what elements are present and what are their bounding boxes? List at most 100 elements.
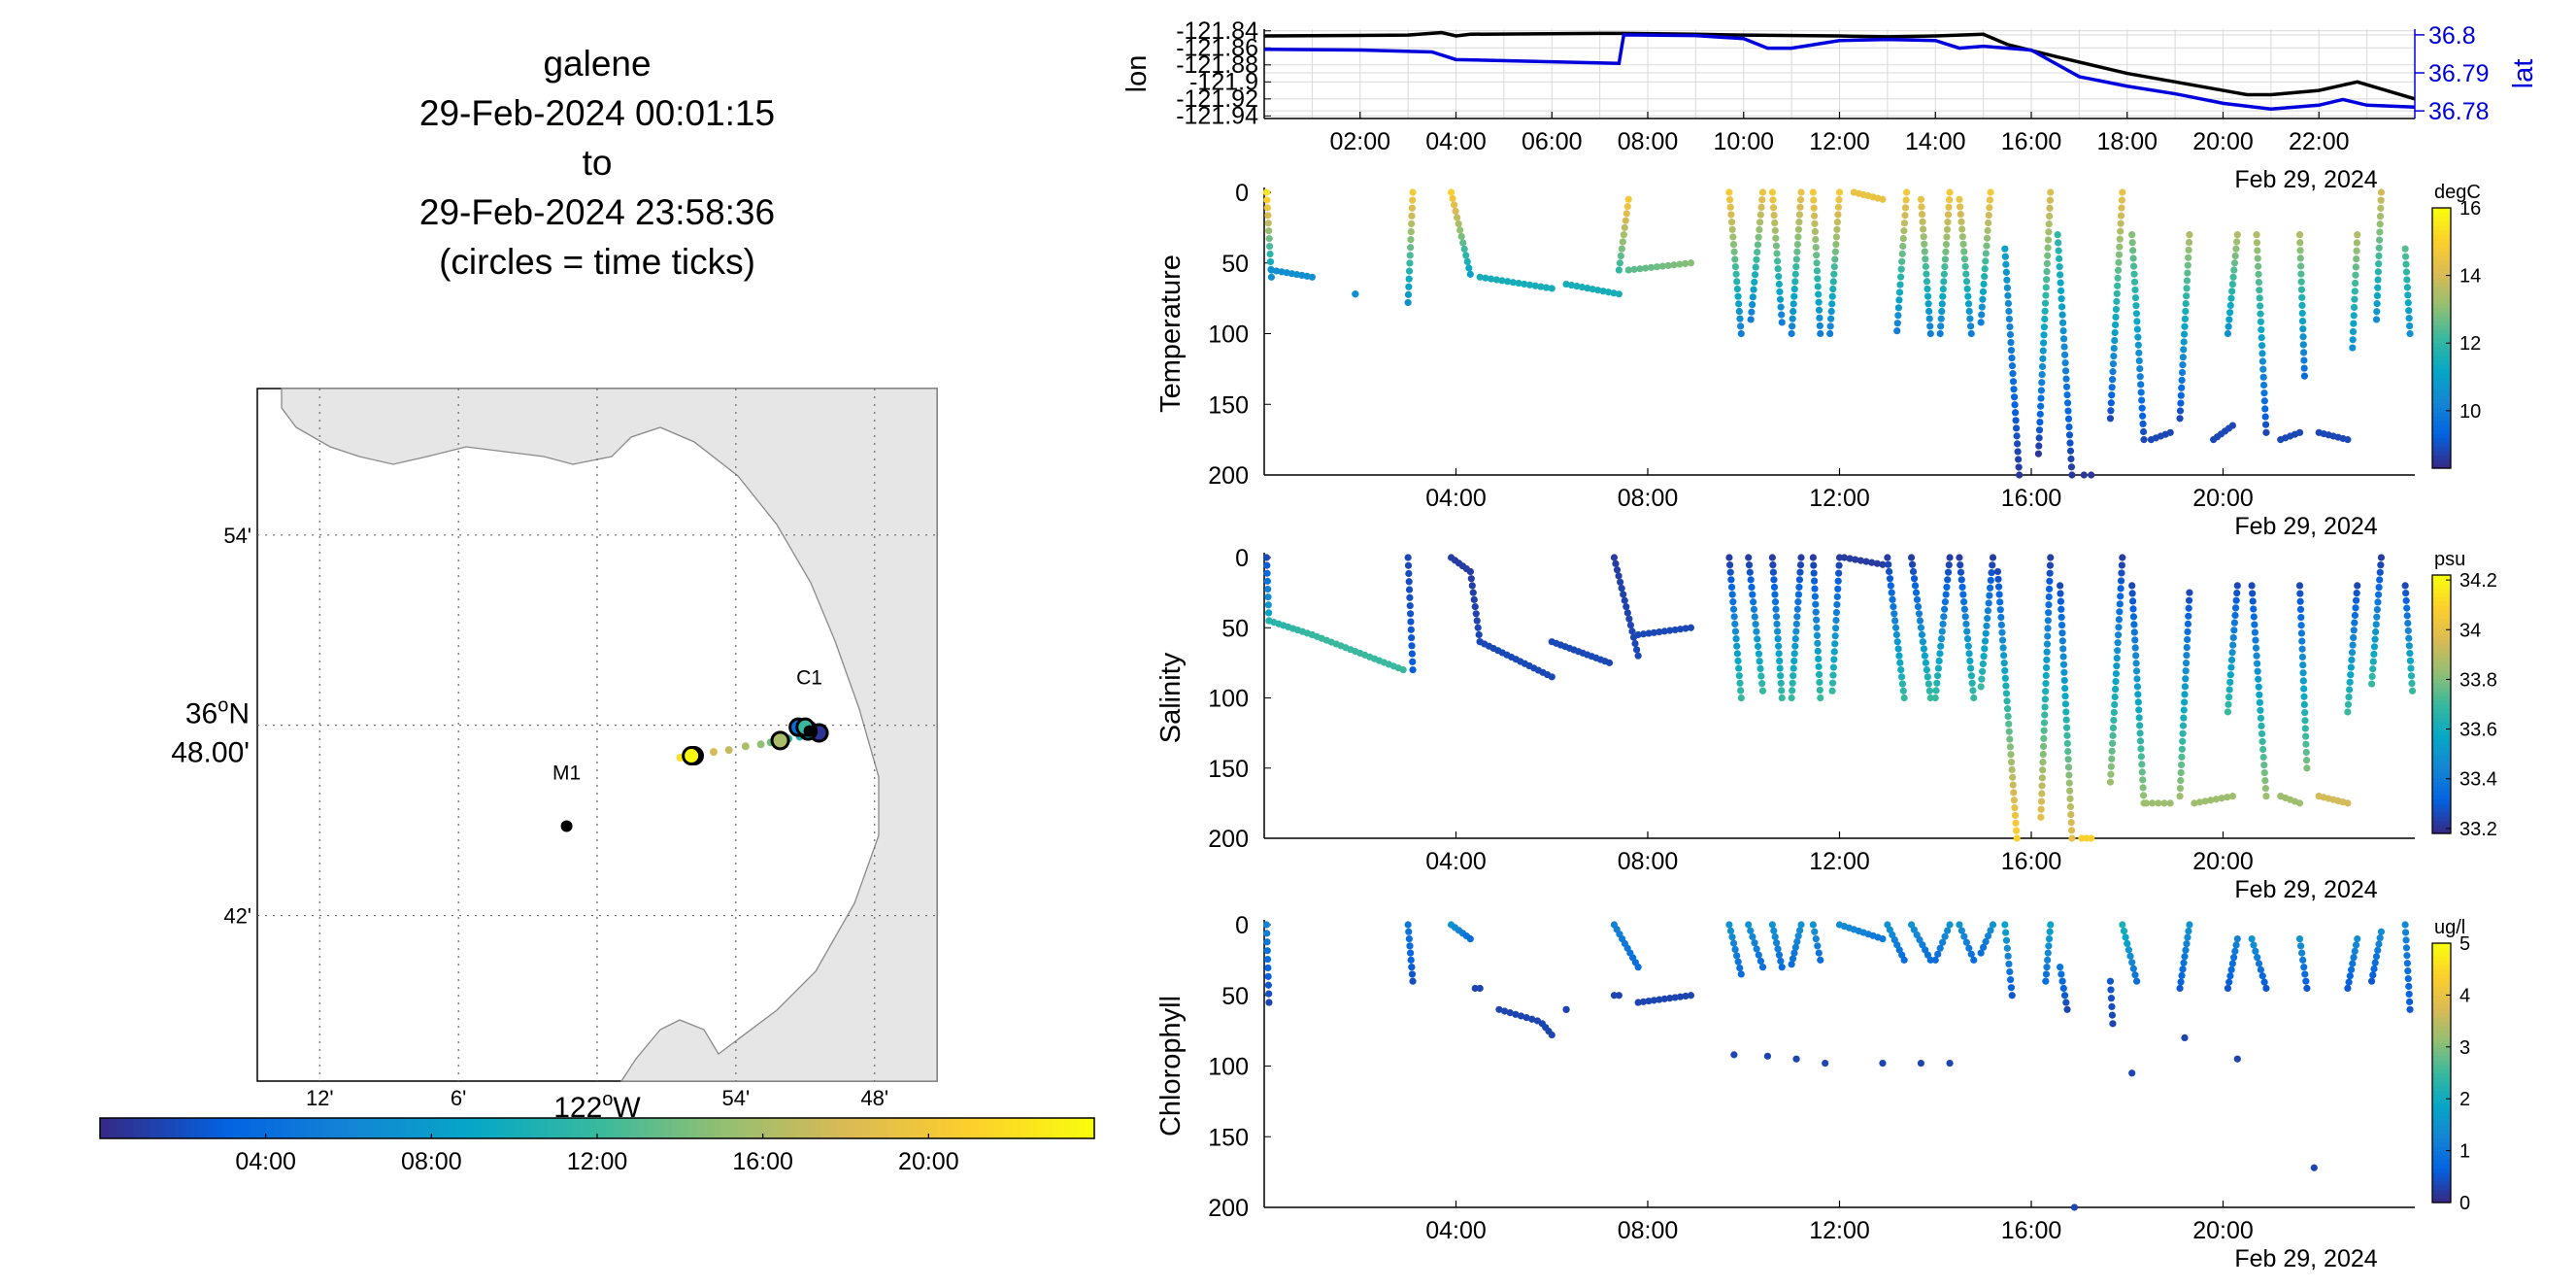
data-point [1814, 283, 1822, 290]
data-point [1789, 687, 1796, 695]
data-point [1940, 278, 1948, 286]
data-point [2232, 596, 2240, 604]
colorbar-segment [183, 1118, 192, 1138]
data-point [1404, 298, 1412, 307]
data-point [2402, 590, 2410, 597]
data-point [2108, 1011, 2117, 1019]
data-point [2373, 291, 2382, 299]
data-point [1985, 599, 1992, 607]
data-point [2112, 305, 2121, 314]
data-point [1885, 560, 1892, 568]
data-point [2372, 953, 2381, 961]
colorbar-segment [621, 1118, 631, 1138]
data-point [1777, 303, 1785, 311]
data-point [1456, 226, 1464, 234]
data-point [2111, 700, 2119, 709]
data-point [2041, 703, 2049, 711]
colorbar-segment [2432, 1111, 2451, 1117]
data-point [2128, 1069, 2136, 1077]
data-point [2178, 384, 2186, 391]
data-point [2376, 576, 2384, 584]
data-point [1963, 627, 1971, 635]
data-point [1745, 921, 1753, 929]
data-point [1775, 273, 1783, 281]
data-point [1986, 584, 1994, 592]
data-point [2065, 423, 2073, 431]
data-point [1813, 616, 1821, 624]
data-point [1810, 569, 1818, 577]
data-point [2258, 737, 2266, 746]
data-point [2007, 338, 2015, 347]
data-point [2233, 582, 2241, 590]
data-point [2042, 671, 2050, 680]
data-point [1623, 210, 1630, 218]
colorbar-segment [1053, 1118, 1062, 1138]
colorbar-segment [853, 1118, 863, 1138]
data-point [1584, 285, 1591, 292]
data-point [2296, 239, 2304, 247]
data-point [1812, 934, 1820, 943]
data-point [2005, 315, 2014, 323]
colorbar-segment [224, 1118, 234, 1138]
data-point [2181, 698, 2189, 706]
data-point [1263, 955, 1272, 964]
data-point [2350, 954, 2358, 962]
data-point [2181, 683, 2189, 691]
colorbar-segment [2432, 747, 2451, 753]
colorbar-segment [522, 1118, 532, 1138]
data-point [1265, 227, 1273, 235]
data-point [1263, 577, 1271, 585]
data-point [2035, 442, 2043, 450]
data-point [2372, 627, 2380, 636]
data-point [1266, 250, 1274, 258]
data-point [1771, 932, 1779, 941]
data-point [2107, 995, 2116, 1002]
colorbar-segment [771, 1118, 781, 1138]
data-point [2351, 947, 2359, 955]
data-point [1941, 932, 1949, 940]
data-point [1752, 621, 1759, 628]
data-point [2180, 706, 2188, 714]
data-point [2252, 947, 2259, 955]
data-point [2037, 394, 2045, 402]
data-point [1407, 956, 1415, 964]
colorbar-segment [2432, 459, 2451, 465]
data-point [2038, 790, 2046, 797]
colorbar-segment [174, 1118, 184, 1138]
data-point [2006, 322, 2014, 331]
colorbar-segment [2432, 699, 2451, 705]
data-point [1634, 630, 1642, 639]
data-point [1548, 673, 1556, 681]
data-point [2112, 313, 2120, 322]
data-point [1788, 329, 1795, 338]
data-point [1946, 921, 1954, 929]
colorbar-segment [141, 1118, 151, 1138]
data-point [2042, 977, 2050, 985]
data-point [2297, 629, 2306, 637]
colorbar-segment [2432, 372, 2451, 378]
data-point [1471, 602, 1479, 611]
colorbar-segment [1044, 1118, 1054, 1138]
data-point [1840, 554, 1849, 561]
data-point [2253, 231, 2260, 239]
data-point [2257, 310, 2264, 318]
data-point [1774, 945, 1782, 953]
data-point [1918, 203, 1925, 211]
y-tick-label: 0 [1235, 180, 1249, 207]
colorbar-segment [2432, 1025, 2451, 1031]
colorbar-segment [2432, 592, 2451, 597]
track-point [741, 742, 750, 751]
data-point [2201, 797, 2209, 805]
data-point [2009, 378, 2018, 386]
data-point [1407, 236, 1415, 244]
data-point [1747, 576, 1755, 584]
data-point [1578, 284, 1586, 291]
data-point [1809, 554, 1817, 561]
colorbar-segment [2432, 795, 2451, 800]
data-point [2177, 776, 2185, 785]
data-point [2004, 952, 2012, 960]
data-point [2137, 753, 2145, 761]
data-point [1771, 591, 1779, 598]
data-point [1772, 234, 1780, 242]
colorbar-tick-label: 0 [2459, 1193, 2470, 1214]
